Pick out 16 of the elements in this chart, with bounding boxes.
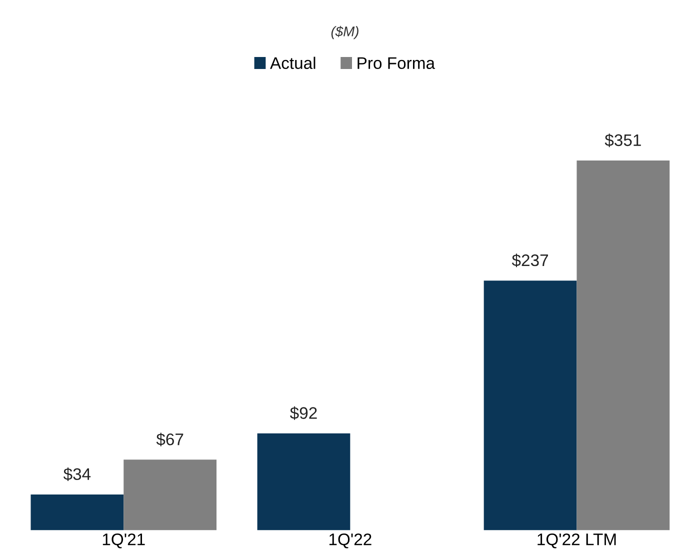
data-label: $92: [290, 406, 317, 420]
data-label: $67: [156, 432, 184, 446]
x-tick-label: 1Q'22 LTM: [538, 533, 616, 548]
data-label: $34: [63, 468, 91, 482]
data-label: $351: [604, 134, 641, 148]
legend-label: Actual: [270, 56, 316, 70]
data-label: $237: [512, 254, 548, 268]
x-tick-label: 1Q'22: [329, 533, 372, 548]
bar: [30, 494, 124, 530]
chart-subtitle: ($M): [331, 26, 358, 40]
legend-label: Pro Forma: [358, 57, 436, 70]
bar: [576, 160, 670, 530]
x-tick-label: 1Q'21: [102, 533, 145, 548]
bar: [257, 433, 350, 530]
bar: [484, 280, 577, 530]
bar: [124, 460, 217, 530]
